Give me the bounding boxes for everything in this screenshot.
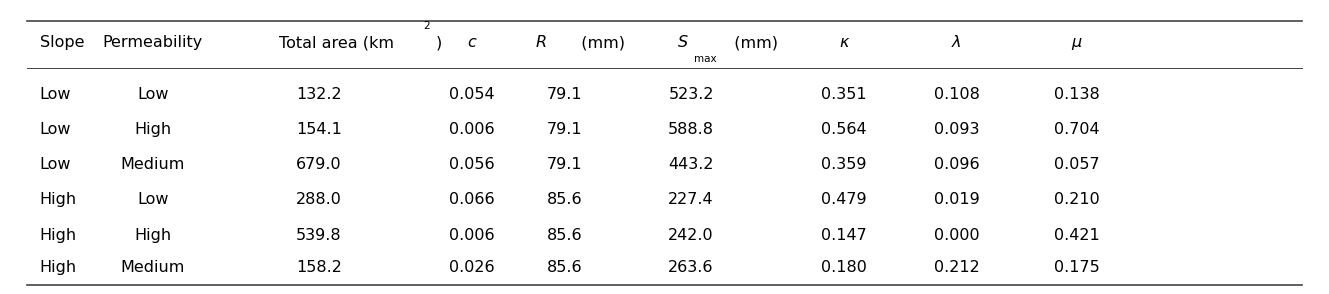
Text: ): ) xyxy=(436,35,441,50)
Text: (mm): (mm) xyxy=(578,35,625,50)
Text: Low: Low xyxy=(137,192,169,208)
Text: Low: Low xyxy=(40,86,72,102)
Text: 0.210: 0.210 xyxy=(1054,192,1099,208)
Text: High: High xyxy=(134,228,171,243)
Text: 0.019: 0.019 xyxy=(934,192,979,208)
Text: 0.479: 0.479 xyxy=(821,192,867,208)
Text: 0.108: 0.108 xyxy=(934,86,979,102)
Text: 0.057: 0.057 xyxy=(1054,157,1099,172)
Text: Permeability: Permeability xyxy=(102,35,203,50)
Text: 288.0: 288.0 xyxy=(296,192,342,208)
Text: μ: μ xyxy=(1071,35,1082,50)
Text: 0.359: 0.359 xyxy=(821,157,867,172)
Text: c: c xyxy=(468,35,476,50)
Text: High: High xyxy=(40,228,77,243)
Text: 0.093: 0.093 xyxy=(934,122,979,137)
Text: 0.564: 0.564 xyxy=(821,122,867,137)
Text: λ: λ xyxy=(952,35,962,50)
Text: 523.2: 523.2 xyxy=(668,86,714,102)
Text: Slope: Slope xyxy=(40,35,84,50)
Text: 443.2: 443.2 xyxy=(668,157,714,172)
Text: R: R xyxy=(536,35,546,50)
Text: 263.6: 263.6 xyxy=(668,260,714,275)
Text: 0.212: 0.212 xyxy=(934,260,979,275)
Text: High: High xyxy=(40,192,77,208)
Text: 154.1: 154.1 xyxy=(296,122,342,137)
Text: 227.4: 227.4 xyxy=(668,192,714,208)
Text: 0.351: 0.351 xyxy=(821,86,867,102)
Text: 0.096: 0.096 xyxy=(934,157,979,172)
Text: Medium: Medium xyxy=(121,157,185,172)
Text: High: High xyxy=(134,122,171,137)
Text: 79.1: 79.1 xyxy=(548,122,582,137)
Text: 0.147: 0.147 xyxy=(821,228,867,243)
Text: 158.2: 158.2 xyxy=(296,260,342,275)
Text: Low: Low xyxy=(40,157,72,172)
Text: 0.138: 0.138 xyxy=(1054,86,1099,102)
Text: 0.180: 0.180 xyxy=(821,260,867,275)
Text: 79.1: 79.1 xyxy=(548,86,582,102)
Text: 0.175: 0.175 xyxy=(1054,260,1099,275)
Text: 85.6: 85.6 xyxy=(548,228,582,243)
Text: 0.026: 0.026 xyxy=(449,260,494,275)
Text: 0.056: 0.056 xyxy=(449,157,494,172)
Text: max: max xyxy=(694,54,716,64)
Text: 79.1: 79.1 xyxy=(548,157,582,172)
Text: 85.6: 85.6 xyxy=(548,260,582,275)
Text: High: High xyxy=(40,260,77,275)
Text: Medium: Medium xyxy=(121,260,185,275)
Text: 679.0: 679.0 xyxy=(296,157,342,172)
Text: 0.006: 0.006 xyxy=(449,228,494,243)
Text: 0.704: 0.704 xyxy=(1054,122,1099,137)
Text: 0.054: 0.054 xyxy=(449,86,494,102)
Text: κ: κ xyxy=(839,35,849,50)
Text: 539.8: 539.8 xyxy=(296,228,342,243)
Text: 132.2: 132.2 xyxy=(296,86,342,102)
Text: 0.006: 0.006 xyxy=(449,122,494,137)
Text: 0.421: 0.421 xyxy=(1054,228,1099,243)
Text: Total area (km: Total area (km xyxy=(279,35,395,50)
Text: S: S xyxy=(678,35,688,50)
Text: 242.0: 242.0 xyxy=(668,228,714,243)
Text: 588.8: 588.8 xyxy=(668,122,714,137)
Text: (mm): (mm) xyxy=(731,35,777,50)
Text: 2: 2 xyxy=(423,21,429,31)
Text: 85.6: 85.6 xyxy=(548,192,582,208)
Text: Low: Low xyxy=(40,122,72,137)
Text: 0.066: 0.066 xyxy=(449,192,494,208)
Text: Low: Low xyxy=(137,86,169,102)
Text: 0.000: 0.000 xyxy=(934,228,979,243)
